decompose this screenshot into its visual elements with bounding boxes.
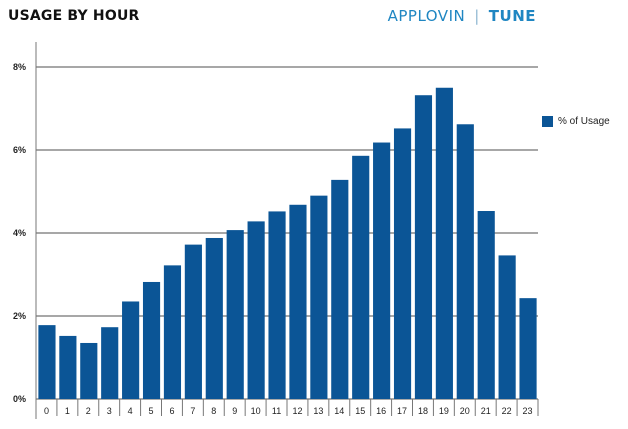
x-tick-label: 18 — [418, 406, 428, 416]
x-tick-label: 17 — [397, 406, 407, 416]
x-tick-label: 19 — [439, 406, 449, 416]
x-axis: 0 1 2 3 4 5 6 7 8 9 10 11 12 13 14 15 16 17 18 19 20 21 22 23 — [35, 399, 539, 416]
bar — [163, 265, 182, 399]
bar — [38, 325, 56, 399]
bar — [498, 255, 516, 399]
legend-swatch — [542, 116, 553, 127]
x-tick-label: 23 — [523, 406, 533, 416]
x-tick-label: 15 — [355, 406, 365, 416]
bars — [38, 87, 537, 400]
bar — [59, 335, 77, 399]
bar — [122, 301, 140, 399]
bar — [519, 298, 537, 399]
y-tick-label: 2% — [13, 311, 26, 321]
bar — [331, 179, 349, 399]
x-tick-label: 11 — [272, 406, 281, 416]
x-tick-label: 1 — [65, 406, 70, 416]
x-tick-label: 14 — [334, 406, 344, 416]
bar — [435, 87, 453, 399]
bar — [205, 237, 223, 399]
legend: % of Usage — [542, 116, 610, 127]
bar — [247, 221, 265, 399]
x-tick-label: 16 — [376, 406, 386, 416]
bar — [477, 211, 495, 399]
bar — [80, 342, 98, 399]
bar — [289, 204, 307, 399]
bar — [456, 124, 474, 400]
x-tick-label: 10 — [251, 406, 261, 416]
x-tick-label: 9 — [232, 406, 237, 416]
x-tick-label: 8 — [211, 406, 216, 416]
x-tick-label: 5 — [149, 406, 154, 416]
x-tick-label: 6 — [169, 406, 174, 416]
bar — [184, 244, 202, 399]
y-tick-label: 8% — [13, 62, 26, 72]
x-tick-label: 20 — [460, 406, 470, 416]
x-tick-label: 0 — [44, 406, 49, 416]
bar — [101, 327, 119, 399]
y-axis: 0% 2% 4% 6% 8% — [13, 42, 37, 419]
bar — [414, 95, 433, 399]
x-tick-label: 13 — [313, 406, 323, 416]
bar — [226, 230, 244, 399]
brand-tune: TUNE — [488, 7, 536, 25]
chart-title: USAGE BY HOUR — [8, 8, 140, 24]
x-tick-label: 21 — [481, 406, 491, 416]
x-tick-label: 12 — [292, 406, 302, 416]
bar — [142, 281, 161, 399]
y-tick-label: 4% — [13, 228, 26, 238]
bar — [393, 128, 412, 400]
x-tick-label: 2 — [86, 406, 91, 416]
y-tick-label: 6% — [13, 145, 26, 155]
y-tick-label: 0% — [13, 394, 26, 404]
bar — [373, 142, 391, 399]
x-tick-label: 4 — [128, 406, 133, 416]
bar — [268, 211, 286, 399]
bar — [352, 155, 370, 399]
brand-applovin: APPLOVIN — [387, 7, 466, 25]
bar — [310, 195, 328, 399]
x-tick-label: 22 — [502, 406, 512, 416]
brand-logo: APPLOVIN | TUNE — [388, 7, 536, 25]
x-tick-label: 3 — [107, 406, 112, 416]
legend-label: % of Usage — [558, 116, 610, 127]
x-tick-label: 7 — [190, 406, 195, 416]
brand-separator: | — [474, 7, 480, 25]
